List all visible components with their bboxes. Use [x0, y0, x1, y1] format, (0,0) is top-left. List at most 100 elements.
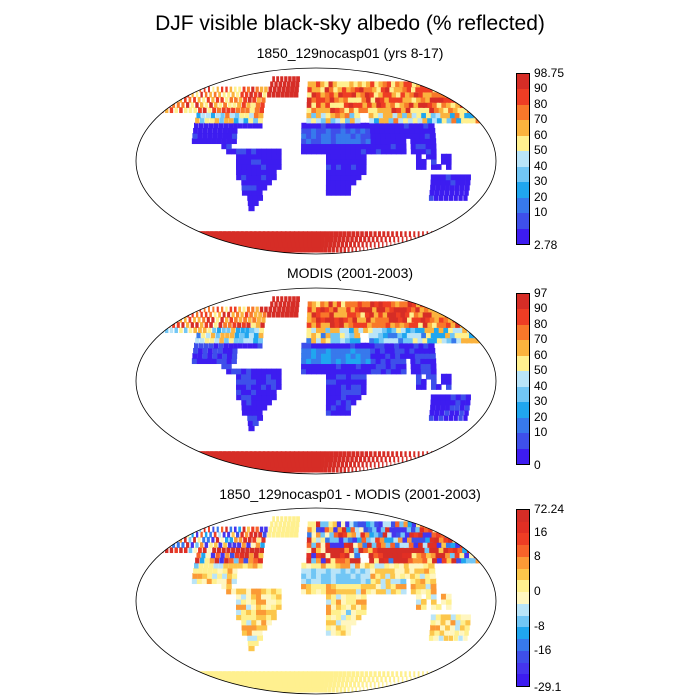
grid-cell: [453, 91, 463, 98]
grid-cell: [256, 399, 263, 406]
grid-cell: [246, 189, 253, 196]
grid-cell: [453, 195, 458, 201]
grid-cell: [346, 306, 353, 313]
grid-cell: [375, 588, 382, 595]
grid-cell: [445, 241, 449, 248]
grid-cell: [286, 521, 291, 528]
grid-cell: [251, 598, 257, 605]
grid-cell: [266, 164, 272, 170]
grid-cell: [439, 451, 442, 458]
grid-cell: [325, 169, 332, 176]
grid-cell: [434, 409, 440, 416]
grid-cell: [316, 107, 322, 114]
grid-cell: [202, 547, 207, 554]
grid-cell: [261, 399, 267, 406]
grid-cell: [443, 195, 449, 201]
grid-cell: [205, 671, 214, 678]
grid-cell: [430, 604, 437, 610]
grid-cell: [360, 353, 367, 359]
grid-cell: [452, 536, 461, 543]
grid-cell: [251, 158, 257, 165]
grid-cell: [284, 311, 290, 318]
grid-cell: [422, 322, 430, 328]
grid-cell: [294, 526, 299, 533]
grid-cell: [183, 671, 193, 678]
grid-cell: [233, 562, 238, 569]
grid-cell: [293, 311, 299, 318]
grid-cell: [165, 451, 176, 458]
grid-cell: [204, 311, 208, 318]
grid-cell: [251, 389, 257, 396]
grid-cell: [419, 526, 428, 533]
grid-cell: [195, 117, 200, 124]
grid-cell: [240, 311, 244, 318]
grid-cell: [378, 117, 385, 124]
grid-cell: [415, 148, 422, 155]
grid-cell: [243, 316, 247, 323]
grid-cell: [245, 461, 254, 468]
grid-cell: [217, 676, 226, 683]
grid-cell: [435, 451, 437, 458]
grid-cell: [253, 531, 258, 538]
grid-cell: [227, 133, 233, 139]
grid-cell: [429, 133, 436, 139]
grid-cell: [370, 138, 377, 145]
grid-cell: [212, 347, 218, 354]
grid-cell: [367, 107, 374, 114]
grid-cell: [360, 583, 367, 590]
grid-cell: [316, 358, 322, 365]
grid-cell: [456, 337, 463, 344]
grid-cell: [231, 578, 237, 585]
grid-cell: [174, 231, 184, 238]
grid-cell: [449, 552, 457, 559]
grid-cell: [450, 174, 457, 181]
grid-cell: [237, 246, 247, 253]
grid-cell: [316, 573, 322, 579]
grid-cell: [300, 466, 306, 473]
grid-cell: [425, 368, 432, 375]
grid-cell: [328, 301, 334, 308]
grid-cell: [398, 122, 406, 129]
grid-cell: [278, 521, 283, 528]
grid-cell: [360, 567, 367, 574]
grid-cell: [431, 91, 440, 98]
grid-cell: [325, 189, 332, 196]
grid-cell: [173, 526, 175, 533]
grid-cell: [349, 461, 353, 468]
grid-cell: [267, 231, 274, 238]
grid-cell: [235, 107, 241, 114]
grid-cell: [285, 456, 292, 463]
grid-cell: [350, 583, 357, 590]
grid-cell: [420, 138, 427, 145]
grid-cell: [281, 456, 288, 463]
grid-cell: [404, 686, 408, 693]
grid-cell: [470, 96, 480, 103]
grid-cell: [335, 138, 342, 145]
grid-cell: [178, 676, 189, 683]
grid-cell: [289, 311, 294, 318]
grid-cell: [355, 358, 362, 365]
grid-cell: [397, 552, 404, 559]
grid-cell: [365, 301, 373, 308]
grid-cell: [360, 609, 367, 616]
grid-cell: [385, 143, 392, 150]
grid-cell: [379, 562, 386, 569]
grid-cell: [171, 681, 183, 688]
grid-cell: [394, 127, 401, 134]
grid-cell: [464, 624, 470, 631]
grid-cell: [306, 368, 312, 375]
grid-cell: [316, 306, 322, 313]
grid-cell: [201, 246, 214, 253]
grid-cell: [430, 598, 437, 605]
grid-cell: [207, 133, 213, 139]
grid-cell: [335, 148, 342, 155]
grid-cell: [457, 451, 459, 458]
grid-cell: [410, 327, 418, 334]
grid-cell: [274, 301, 278, 308]
colorbar-label: 50: [534, 363, 548, 378]
grid-cell: [453, 681, 458, 688]
grid-cell: [178, 456, 189, 463]
grid-cell: [389, 567, 396, 574]
grid-cell: [209, 117, 215, 124]
grid-cell: [335, 562, 342, 569]
